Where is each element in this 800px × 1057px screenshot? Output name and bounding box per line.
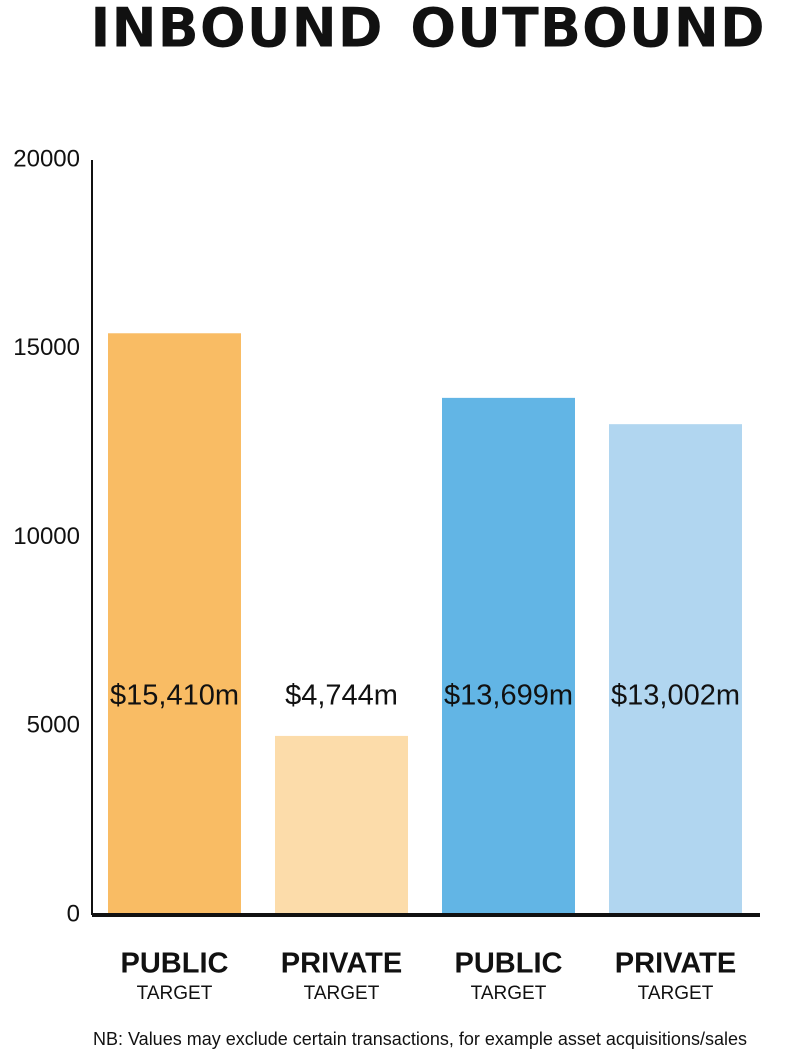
bar: [275, 735, 408, 915]
x-tick-label: PUBLIC: [455, 948, 563, 980]
y-tick-label: 20000: [13, 145, 80, 172]
y-tick-label: 5000: [27, 712, 80, 739]
y-tick-label: 15000: [13, 334, 80, 361]
footnote: NB: Values may exclude certain transacti…: [93, 1029, 747, 1049]
value-label: $13,699m: [444, 680, 573, 712]
bar: [108, 333, 241, 916]
x-tick-label: PRIVATE: [615, 948, 736, 980]
value-label: $13,002m: [611, 680, 740, 712]
bar: [442, 397, 575, 915]
x-tick-label: PUBLIC: [121, 948, 229, 980]
y-tick-label: 10000: [13, 523, 80, 550]
x-tick-label: PRIVATE: [281, 948, 402, 980]
bar: [609, 424, 742, 915]
x-tick-sublabel: TARGET: [304, 983, 380, 1004]
x-tick-sublabel: TARGET: [137, 983, 213, 1004]
group-title: OUTBOUND: [410, 0, 766, 60]
x-tick-sublabel: TARGET: [471, 983, 547, 1004]
group-title: INBOUND: [90, 0, 383, 60]
y-tick-label: 0: [67, 900, 80, 927]
value-label: $15,410m: [110, 680, 239, 712]
x-tick-sublabel: TARGET: [638, 983, 714, 1004]
value-label: $4,744m: [285, 680, 398, 712]
